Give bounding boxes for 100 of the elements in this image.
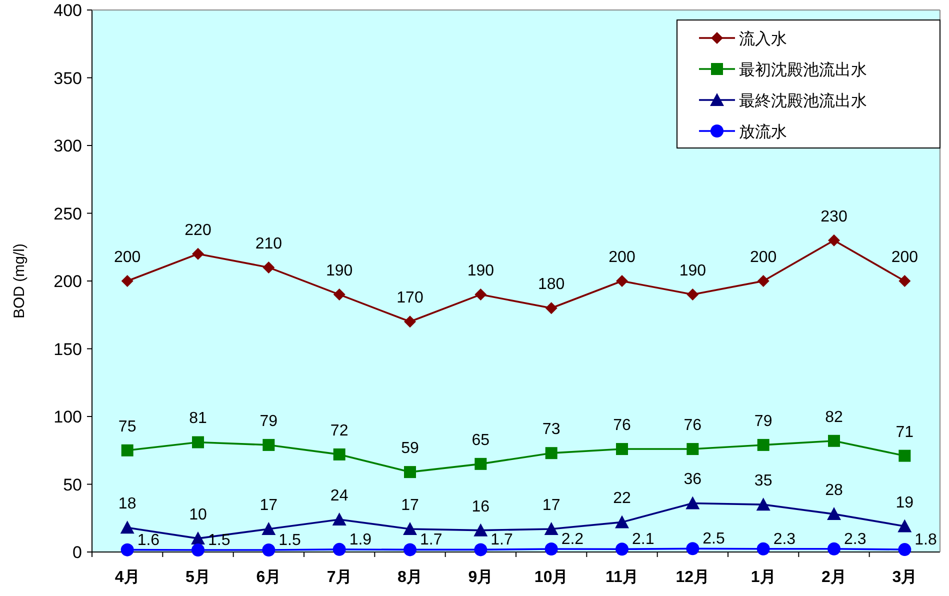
x-tick-label: 5月 bbox=[186, 569, 210, 586]
point bbox=[474, 288, 487, 301]
point bbox=[545, 302, 558, 314]
放流水: 1.6 1.5 1.5 1.9 1.7 1.7 2.2 2.1 2.5 2.3 2.3 1.8 bbox=[120, 530, 937, 556]
x-tick-label: 12月 bbox=[676, 569, 710, 586]
point bbox=[474, 458, 487, 470]
y-tick-label: 300 bbox=[54, 136, 82, 156]
data-label: 17 bbox=[401, 496, 419, 514]
data-label: 76 bbox=[613, 417, 631, 434]
legend-label: 放流水 bbox=[739, 123, 787, 141]
point bbox=[827, 507, 841, 520]
point bbox=[615, 515, 629, 528]
point bbox=[686, 288, 699, 301]
point bbox=[544, 522, 558, 535]
data-label: 1.8 bbox=[914, 532, 938, 549]
point bbox=[756, 542, 770, 556]
data-label: 24 bbox=[330, 487, 348, 504]
point bbox=[828, 234, 840, 246]
data-label: 79 bbox=[260, 412, 278, 430]
data-label: 210 bbox=[255, 235, 282, 252]
data-label: 1.6 bbox=[137, 532, 160, 549]
data-label: 22 bbox=[613, 490, 631, 508]
point bbox=[898, 275, 911, 287]
data-label: 1.5 bbox=[278, 532, 302, 549]
x-tick-label: 3月 bbox=[892, 569, 918, 586]
data-label: 200 bbox=[114, 249, 141, 266]
point bbox=[120, 543, 134, 556]
y-tick-label: 100 bbox=[54, 408, 82, 426]
point bbox=[757, 275, 770, 287]
x-tick-label: 7月 bbox=[326, 569, 352, 586]
point bbox=[686, 443, 699, 456]
point bbox=[686, 542, 700, 556]
data-label: 190 bbox=[326, 262, 353, 280]
data-label: 1.9 bbox=[349, 531, 372, 548]
data-label: 72 bbox=[330, 422, 348, 440]
point bbox=[616, 275, 628, 287]
x-tick-label: 1月 bbox=[750, 569, 776, 586]
y-tick-label: 0 bbox=[72, 543, 82, 562]
legend-label: 最初沈殿池流出水 bbox=[739, 61, 867, 79]
data-label: 17 bbox=[542, 496, 560, 514]
point bbox=[333, 288, 346, 301]
point bbox=[757, 438, 770, 451]
data-label: 2.2 bbox=[561, 531, 584, 548]
data-label: 19 bbox=[896, 494, 914, 512]
point bbox=[403, 522, 417, 535]
data-label: 59 bbox=[401, 440, 419, 458]
legend-label: 最終沈殿池流出水 bbox=[739, 92, 867, 110]
point bbox=[544, 542, 558, 556]
y-tick-label: 50 bbox=[63, 475, 82, 494]
point bbox=[262, 261, 275, 274]
data-label: 200 bbox=[750, 249, 777, 266]
data-label: 71 bbox=[896, 424, 914, 441]
x-tick-label: 9月 bbox=[468, 569, 494, 586]
data-label: 2.3 bbox=[844, 530, 866, 548]
point bbox=[474, 543, 488, 556]
point bbox=[404, 543, 416, 556]
data-label: 2.3 bbox=[773, 530, 796, 548]
data-label: 2.5 bbox=[702, 530, 726, 548]
legend-label: 流入水 bbox=[739, 30, 787, 48]
point bbox=[616, 443, 628, 456]
point bbox=[898, 543, 912, 556]
point bbox=[192, 248, 204, 260]
point bbox=[191, 531, 205, 544]
data-label: 200 bbox=[608, 249, 636, 266]
point bbox=[898, 519, 912, 532]
data-label: 17 bbox=[260, 496, 278, 514]
point bbox=[828, 434, 840, 447]
data-label: 28 bbox=[825, 482, 843, 500]
data-label: 76 bbox=[684, 417, 702, 434]
data-label: 36 bbox=[684, 471, 702, 488]
point bbox=[686, 496, 700, 510]
point bbox=[332, 512, 346, 526]
data-label: 1.7 bbox=[420, 532, 442, 549]
point bbox=[404, 316, 416, 328]
point bbox=[332, 542, 346, 556]
data-label: 82 bbox=[825, 408, 843, 426]
data-label: 75 bbox=[118, 418, 136, 436]
point bbox=[262, 438, 275, 451]
point bbox=[121, 444, 134, 456]
data-label: 10 bbox=[189, 506, 207, 524]
data-label: 65 bbox=[472, 432, 490, 449]
point bbox=[756, 498, 770, 511]
y-axis-title: BOD (mg/l) bbox=[11, 243, 28, 318]
y-tick-label: 250 bbox=[54, 204, 82, 224]
data-label: 18 bbox=[118, 496, 136, 513]
point bbox=[120, 520, 134, 534]
data-label: 35 bbox=[754, 472, 772, 490]
point bbox=[898, 450, 911, 462]
point bbox=[616, 542, 628, 556]
y-tick-label: 150 bbox=[54, 340, 82, 359]
x-tick-label: 10月 bbox=[534, 569, 568, 586]
point bbox=[192, 543, 204, 556]
y-tick-label: 350 bbox=[54, 68, 82, 88]
data-label: 1.7 bbox=[490, 532, 514, 549]
data-label: 81 bbox=[189, 410, 207, 428]
data-label: 16 bbox=[472, 498, 490, 516]
data-label: 190 bbox=[467, 262, 494, 280]
x-tick-label: 4月 bbox=[114, 569, 140, 586]
x-tick-label: 6月 bbox=[256, 569, 282, 586]
point bbox=[545, 447, 558, 460]
